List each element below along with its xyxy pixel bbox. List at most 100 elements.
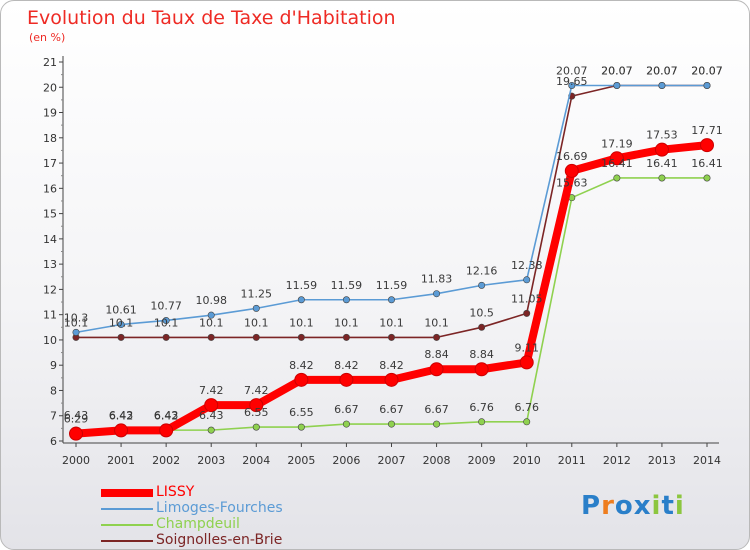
data-label: 12.38 <box>511 259 543 272</box>
legend-item: Champdeuil <box>101 516 341 533</box>
data-point <box>117 333 125 341</box>
data-point <box>249 398 264 413</box>
logo-letter: t <box>661 491 675 521</box>
legend-swatch <box>101 489 153 497</box>
x-tick-label: 2000 <box>62 454 90 467</box>
data-label: 20.07 <box>646 64 678 77</box>
y-tick-label: 16 <box>43 182 57 195</box>
y-tick-label: 20 <box>43 81 57 94</box>
y-tick-label: 11 <box>43 309 57 322</box>
data-label: 10.77 <box>150 299 182 312</box>
y-tick-label: 9 <box>50 359 57 372</box>
logo-letter: P <box>581 491 602 521</box>
x-tick-label: 2003 <box>197 454 225 467</box>
data-point <box>294 372 309 387</box>
legend-label: Soignolles-en-Brie <box>156 532 283 548</box>
x-tick-label: 2007 <box>378 454 406 467</box>
legend-label: Champdeuil <box>156 516 240 532</box>
x-tick-label: 2005 <box>287 454 315 467</box>
data-point <box>478 418 486 426</box>
data-label: 10.1 <box>379 316 404 329</box>
data-label: 6.43 <box>154 409 179 422</box>
data-point <box>384 372 399 387</box>
data-point <box>433 420 441 428</box>
y-tick-label: 8 <box>50 384 57 397</box>
logo-letter: r <box>601 491 615 521</box>
data-label: 10.61 <box>105 304 137 317</box>
data-label: 10.1 <box>289 316 314 329</box>
y-tick-label: 21 <box>43 56 57 69</box>
data-point <box>658 81 666 89</box>
data-label: 6.42 <box>154 409 179 422</box>
y-tick-label: 13 <box>43 258 57 271</box>
data-label: 16.41 <box>646 157 678 170</box>
y-tick-label: 7 <box>50 410 57 423</box>
legend-swatch <box>101 508 153 510</box>
chart-axes: 6 7 8 9 10 11 12 13 14 15 16 17 18 19 20 21 2000 2001 2002… <box>43 56 721 467</box>
data-point <box>69 426 83 441</box>
data-point <box>114 423 129 438</box>
data-label: 15.63 <box>556 177 588 190</box>
data-point <box>117 321 125 329</box>
data-label: 10.98 <box>195 294 227 307</box>
data-point <box>474 362 489 377</box>
legend-item: Limoges-Fourches <box>101 500 341 517</box>
data-point <box>429 362 444 377</box>
data-label: 11.59 <box>286 279 318 292</box>
x-tick-label: 2002 <box>152 454 180 467</box>
data-label: 7.42 <box>244 384 269 397</box>
legend-label: LISSY <box>156 484 195 500</box>
data-point <box>162 333 170 341</box>
legend-swatch <box>101 540 153 542</box>
data-label: 10.1 <box>334 316 359 329</box>
data-point <box>478 323 486 331</box>
x-tick-label: 2009 <box>468 454 496 467</box>
data-point <box>207 311 215 319</box>
data-label: 20.07 <box>646 64 678 77</box>
data-point <box>613 81 621 89</box>
data-point <box>478 281 486 289</box>
data-label: 16.41 <box>601 157 633 170</box>
data-label: 20.07 <box>556 64 588 77</box>
data-point <box>523 309 531 317</box>
data-point <box>252 304 260 312</box>
x-tick-label: 2011 <box>558 454 586 467</box>
y-tick-label: 19 <box>43 107 57 120</box>
data-point <box>387 296 395 304</box>
proxiti-logo: Proxiti <box>581 491 685 521</box>
data-point <box>433 290 441 298</box>
data-point <box>297 333 305 341</box>
data-label: 6.67 <box>379 403 404 416</box>
data-label: 6.55 <box>244 406 269 419</box>
data-label: 10.1 <box>154 316 179 329</box>
data-label: 6.43 <box>109 409 134 422</box>
data-label: 9.11 <box>514 341 539 354</box>
x-tick-label: 2013 <box>648 454 676 467</box>
data-point <box>339 372 354 387</box>
data-point <box>568 81 576 89</box>
chart-legend: LISSY Limoges-Fourches Champdeuil Soignolle… <box>101 484 341 549</box>
legend-item: Soignolles-en-Brie <box>101 532 341 549</box>
data-label: 8.42 <box>289 359 314 372</box>
logo-letter: i <box>674 491 685 521</box>
x-tick-label: 2012 <box>603 454 631 467</box>
data-point <box>523 276 531 284</box>
x-tick-label: 2001 <box>107 454 135 467</box>
series-layer <box>69 81 714 441</box>
data-label: 20.07 <box>601 64 633 77</box>
data-label: 6.43 <box>64 409 89 422</box>
data-point <box>703 174 711 182</box>
data-label: 8.84 <box>424 348 449 361</box>
data-point <box>519 355 534 370</box>
x-tick-label: 2004 <box>242 454 270 467</box>
logo-letter: x <box>633 491 652 521</box>
data-point <box>564 163 579 178</box>
data-label: 10.1 <box>109 316 134 329</box>
data-label: 20.07 <box>601 64 633 77</box>
data-point <box>613 174 621 182</box>
data-label: 11.59 <box>376 279 408 292</box>
y-tick-label: 10 <box>43 334 57 347</box>
data-point <box>204 398 219 413</box>
data-point <box>207 426 215 434</box>
